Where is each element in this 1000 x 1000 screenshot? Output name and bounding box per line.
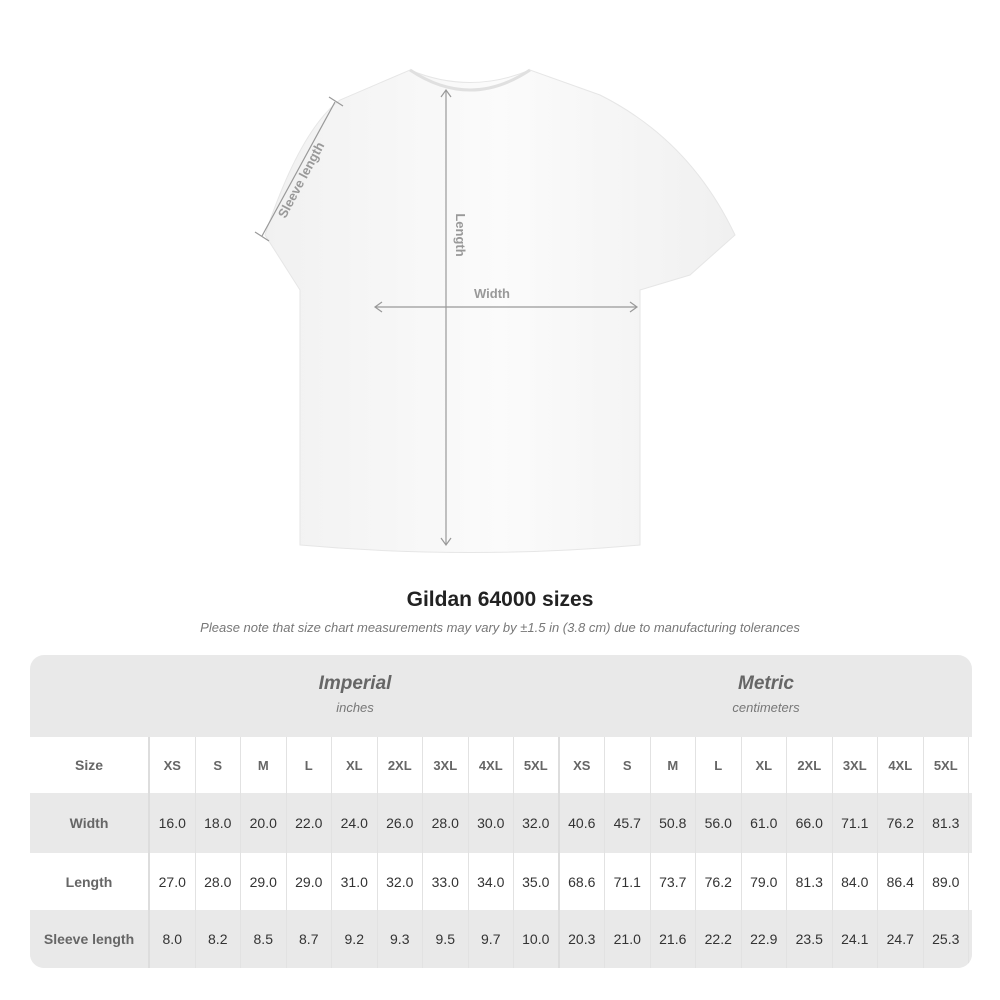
- imperial-cell: 31.0: [332, 853, 378, 910]
- size-cell: 3XL: [423, 737, 469, 793]
- imperial-cell: 8.0: [150, 910, 196, 968]
- metric-cell: 25.3: [924, 910, 969, 968]
- metric-cell: 22.9: [742, 910, 787, 968]
- metric-cell: 20.3: [560, 910, 605, 968]
- metric-cell: 23.5: [787, 910, 833, 968]
- size-cell: XS: [560, 737, 605, 793]
- size-cell: 2XL: [787, 737, 833, 793]
- size-cell: 5XL: [514, 737, 560, 793]
- metric-cell: 71.1: [833, 793, 878, 853]
- imperial-cell: 22.0: [287, 793, 332, 853]
- size-cell: S: [605, 737, 651, 793]
- metric-cell: 76.2: [878, 793, 924, 853]
- metric-cell: 81.3: [787, 853, 833, 910]
- size-cell: 4XL: [469, 737, 514, 793]
- size-cell: L: [696, 737, 742, 793]
- imperial-cell: 26.0: [378, 793, 423, 853]
- metric-unit: centimeters: [732, 700, 800, 715]
- size-cell: XL: [332, 737, 378, 793]
- size-cell: L: [287, 737, 332, 793]
- imperial-unit: inches: [336, 700, 374, 715]
- row-label: Length: [30, 853, 150, 910]
- metric-cell: 45.7: [605, 793, 651, 853]
- metric-cell: 73.7: [651, 853, 696, 910]
- imperial-cell: 10.0: [514, 910, 560, 968]
- size-cell: S: [196, 737, 241, 793]
- metric-cell: 84.0: [833, 853, 878, 910]
- table-row: Length 27.0 28.0 29.0 29.0 31.0 32.0 33.0 34.0 35…: [30, 853, 972, 910]
- metric-title: Metric: [738, 673, 794, 694]
- metric-cell: 21.6: [651, 910, 696, 968]
- imperial-cell: 32.0: [378, 853, 423, 910]
- imperial-cell: 9.2: [332, 910, 378, 968]
- table-row: Width 16.0 18.0 20.0 22.0 24.0 26.0 28.0 30.0 32.…: [30, 793, 972, 853]
- size-cell: 3XL: [833, 737, 878, 793]
- imperial-header: Imperial inches: [150, 655, 560, 737]
- length-label: Length: [453, 213, 468, 256]
- imperial-cell: 18.0: [196, 793, 241, 853]
- imperial-cell: 24.0: [332, 793, 378, 853]
- tolerance-note: Please note that size chart measurements…: [200, 620, 800, 635]
- metric-cell: 61.0: [742, 793, 787, 853]
- metric-cell: 21.0: [605, 910, 651, 968]
- size-cell: XS: [150, 737, 196, 793]
- row-label: Sleeve length: [30, 910, 150, 968]
- imperial-cell: 8.7: [287, 910, 332, 968]
- table-row: Sleeve length 8.0 8.2 8.5 8.7 9.2 9.3 9.5 9.7 10.…: [30, 910, 972, 968]
- metric-cell: 40.6: [560, 793, 605, 853]
- size-cell: M: [241, 737, 287, 793]
- imperial-title: Imperial: [318, 673, 392, 694]
- imperial-cell: 29.0: [241, 853, 287, 910]
- size-cell: XL: [742, 737, 787, 793]
- imperial-cell: 29.0: [287, 853, 332, 910]
- imperial-cell: 16.0: [150, 793, 196, 853]
- imperial-cell: 9.3: [378, 910, 423, 968]
- metric-cell: 24.1: [833, 910, 878, 968]
- metric-cell: 50.8: [651, 793, 696, 853]
- size-cell: M: [651, 737, 696, 793]
- chart-title: Gildan 64000 sizes: [406, 588, 594, 611]
- metric-cell: 68.6: [560, 853, 605, 910]
- metric-cell: 79.0: [742, 853, 787, 910]
- size-cell: 5XL: [924, 737, 969, 793]
- imperial-cell: 27.0: [150, 853, 196, 910]
- metric-cell: 86.4: [878, 853, 924, 910]
- imperial-cell: 33.0: [423, 853, 469, 910]
- metric-cell: 89.0: [924, 853, 969, 910]
- imperial-cell: 28.0: [196, 853, 241, 910]
- imperial-cell: 8.5: [241, 910, 287, 968]
- metric-cell: 81.3: [924, 793, 969, 853]
- tshirt-diagram: Sleeve length Length Width: [254, 68, 736, 553]
- metric-cell: 22.2: [696, 910, 742, 968]
- metric-cell: 24.7: [878, 910, 924, 968]
- size-cell: 2XL: [378, 737, 423, 793]
- metric-header: Metric centimeters: [560, 655, 972, 737]
- imperial-cell: 34.0: [469, 853, 514, 910]
- metric-cell: 56.0: [696, 793, 742, 853]
- imperial-cell: 20.0: [241, 793, 287, 853]
- metric-cell: 71.1: [605, 853, 651, 910]
- metric-cell: 76.2: [696, 853, 742, 910]
- tshirt-shape: [264, 69, 736, 553]
- size-cell: 4XL: [878, 737, 924, 793]
- width-label: Width: [474, 286, 510, 301]
- imperial-cell: 30.0: [469, 793, 514, 853]
- imperial-cell: 9.5: [423, 910, 469, 968]
- row-label: Size: [30, 737, 150, 793]
- imperial-cell: 9.7: [469, 910, 514, 968]
- imperial-cell: 32.0: [514, 793, 560, 853]
- size-header-row: Size XS S M L XL 2XL 3XL 4XL 5XL XS S M L XL 2XL 3XL 4XL 5…: [30, 737, 972, 793]
- imperial-cell: 8.2: [196, 910, 241, 968]
- sleeve-measure-line: [261, 101, 336, 237]
- imperial-cell: 35.0: [514, 853, 560, 910]
- size-table: Imperial inches Metric centimeters Size X…: [30, 655, 972, 968]
- row-label: Width: [30, 793, 150, 853]
- imperial-cell: 28.0: [423, 793, 469, 853]
- metric-cell: 66.0: [787, 793, 833, 853]
